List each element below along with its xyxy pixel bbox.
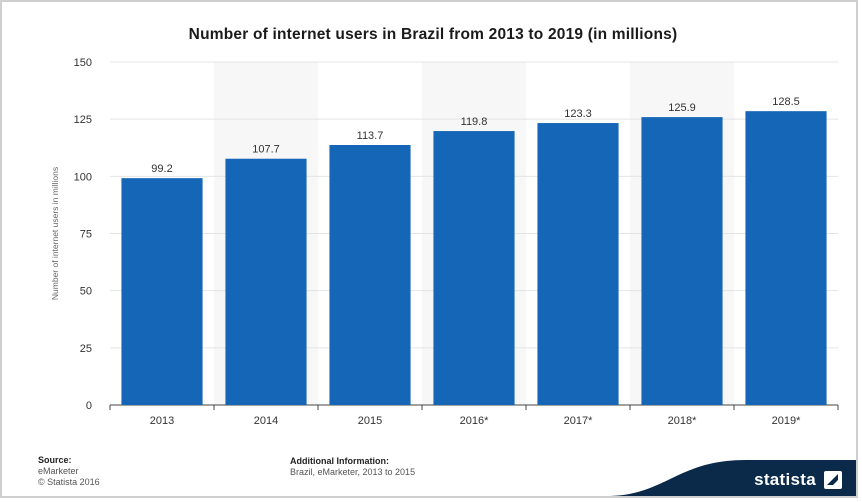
bar-chart: 0 25 50 75 100 125 150 99.2 2013 107.7 2014 113.7 20… xyxy=(50,57,839,427)
data-label: 128.5 xyxy=(772,96,800,108)
data-label: 119.8 xyxy=(461,116,488,128)
statista-logo-text: statista xyxy=(754,470,816,489)
y-tick-label: 100 xyxy=(74,171,92,183)
x-tick-label: 2016* xyxy=(460,415,489,427)
bar xyxy=(745,111,827,405)
data-label: 123.3 xyxy=(564,108,592,120)
chart-title: Number of internet users in Brazil from … xyxy=(188,26,678,43)
y-tick-label: 0 xyxy=(86,400,92,412)
data-label: 113.7 xyxy=(357,130,384,142)
x-tick-label: 2014 xyxy=(254,415,278,427)
x-tick-label: 2013 xyxy=(150,415,174,427)
bar xyxy=(537,123,619,405)
data-label: 107.7 xyxy=(252,144,280,156)
bar xyxy=(433,131,515,406)
bar xyxy=(121,178,203,405)
y-tick-label: 50 xyxy=(80,286,92,298)
statista-logo-icon xyxy=(824,471,842,489)
y-tick-label: 75 xyxy=(80,229,92,241)
data-label: 99.2 xyxy=(151,163,172,175)
source-name[interactable]: eMarketer xyxy=(38,466,79,476)
x-tick-label: 2019* xyxy=(772,415,801,427)
source-heading: Source: xyxy=(38,455,72,465)
bar xyxy=(329,145,411,406)
bar xyxy=(641,117,723,405)
y-tick-label: 25 xyxy=(80,343,92,355)
brand-background xyxy=(606,460,856,496)
additional-info-heading: Additional Information: xyxy=(290,456,389,466)
source-block: Source: eMarketer © Statista 2016 xyxy=(38,455,100,488)
copyright[interactable]: © Statista 2016 xyxy=(38,477,100,487)
y-tick-label: 125 xyxy=(74,114,92,126)
x-tick-label: 2018* xyxy=(668,415,697,427)
additional-info-text: Brazil, eMarketer, 2013 to 2015 xyxy=(290,467,416,477)
data-label: 125.9 xyxy=(668,102,696,114)
x-tick-label: 2015 xyxy=(358,415,382,427)
bar xyxy=(225,158,307,405)
y-tick-label: 150 xyxy=(74,57,92,69)
additional-info-block: Additional Information: Brazil, eMarkete… xyxy=(290,456,415,478)
y-axis-title: Number of internet users in millions xyxy=(50,167,60,300)
statista-badge[interactable]: statista xyxy=(606,460,856,496)
x-tick-label: 2017* xyxy=(564,415,593,427)
